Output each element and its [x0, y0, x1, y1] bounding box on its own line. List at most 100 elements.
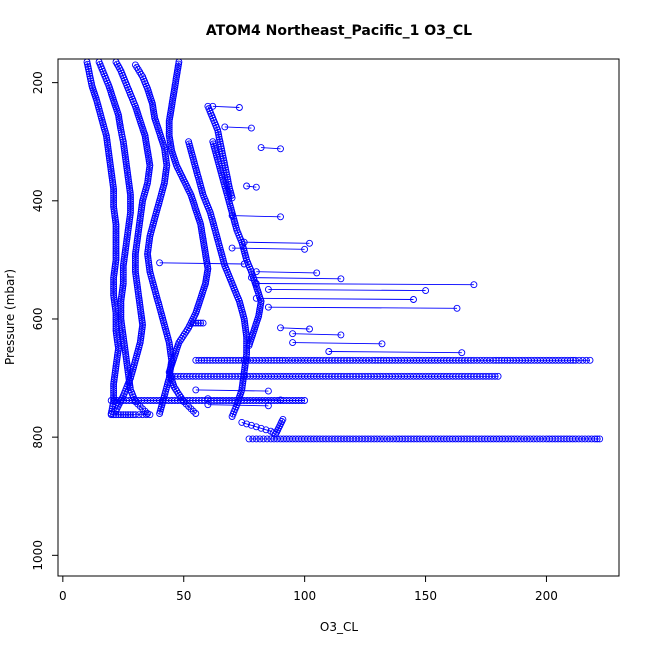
data-point — [279, 415, 287, 423]
data-point — [112, 220, 120, 228]
excursion-line — [292, 333, 341, 336]
data-point — [117, 317, 125, 325]
data-point — [223, 171, 231, 179]
data-point — [132, 246, 140, 254]
data-point — [110, 380, 118, 388]
data-point — [217, 142, 225, 150]
data-point — [117, 306, 125, 314]
data-point — [121, 344, 129, 352]
data-point — [162, 157, 170, 165]
data-point — [111, 367, 119, 375]
data-point — [235, 104, 243, 111]
data-point — [110, 387, 118, 395]
data-point — [136, 217, 144, 225]
data-point — [194, 319, 202, 327]
data-point — [494, 372, 502, 380]
data-point — [144, 243, 152, 251]
data-point — [106, 156, 114, 164]
data-point — [247, 124, 255, 132]
data-point — [112, 329, 120, 337]
data-point — [410, 296, 417, 303]
data-point — [453, 304, 461, 312]
data-point — [243, 420, 251, 428]
data-point — [228, 212, 236, 220]
data-point — [221, 123, 229, 131]
data-point — [132, 274, 140, 282]
data-point — [241, 319, 249, 327]
data-point — [110, 196, 118, 204]
data-point — [252, 423, 260, 431]
data-point — [110, 269, 118, 277]
data-point — [168, 98, 176, 106]
data-point — [161, 177, 169, 185]
data-point — [189, 407, 197, 415]
data-point — [126, 189, 134, 197]
data-point — [121, 253, 128, 261]
data-point — [113, 333, 121, 341]
data-point — [108, 176, 116, 184]
y-tick-label: 600 — [31, 308, 45, 331]
data-point — [117, 128, 125, 136]
data-point — [240, 260, 248, 268]
data-point — [110, 189, 118, 197]
excursion-line — [244, 241, 310, 244]
data-point — [215, 131, 223, 139]
data-point — [138, 201, 146, 209]
data-point — [124, 171, 132, 179]
data-point — [112, 307, 120, 315]
data-point — [109, 183, 117, 191]
data-point — [112, 327, 120, 335]
data-point — [86, 72, 94, 80]
data-point — [110, 187, 118, 195]
data-point — [252, 268, 260, 276]
data-point — [270, 435, 278, 443]
data-point — [189, 319, 197, 327]
excursion-line — [256, 271, 317, 274]
data-point — [137, 310, 145, 318]
data-point — [123, 235, 131, 243]
data-point — [240, 315, 248, 323]
data-point — [123, 357, 131, 365]
data-point — [127, 209, 134, 217]
data-point — [575, 356, 583, 364]
data-point — [144, 172, 152, 180]
data-point — [105, 154, 113, 162]
data-point — [118, 326, 126, 334]
data-point — [161, 148, 169, 156]
data-point — [301, 397, 309, 404]
data-point — [110, 296, 118, 304]
data-point — [103, 136, 111, 144]
data-point — [112, 232, 120, 239]
data-point — [118, 133, 126, 141]
data-point — [163, 164, 170, 172]
data-point — [121, 348, 129, 356]
data-point — [127, 204, 134, 212]
data-point — [133, 281, 141, 289]
data-point — [120, 140, 128, 148]
data-point — [145, 237, 153, 245]
data-point — [132, 243, 140, 251]
data-point — [112, 316, 120, 324]
data-point — [123, 362, 131, 369]
data-point — [106, 158, 114, 166]
data-point — [123, 162, 131, 170]
data-point — [111, 373, 118, 381]
data-point — [133, 239, 141, 247]
excursion-line — [246, 185, 257, 188]
data-point — [112, 252, 120, 259]
data-point — [131, 268, 139, 276]
data-point — [124, 226, 132, 234]
data-point — [142, 411, 150, 419]
data-point — [110, 384, 118, 392]
data-point — [257, 144, 265, 152]
data-point — [105, 150, 113, 157]
data-point — [145, 170, 153, 178]
data-point — [106, 161, 114, 169]
data-point — [289, 330, 297, 338]
data-point — [260, 435, 267, 443]
data-point — [119, 138, 127, 146]
data-point — [582, 356, 590, 364]
data-point — [126, 184, 134, 192]
data-point — [108, 172, 116, 180]
data-point — [122, 244, 130, 252]
